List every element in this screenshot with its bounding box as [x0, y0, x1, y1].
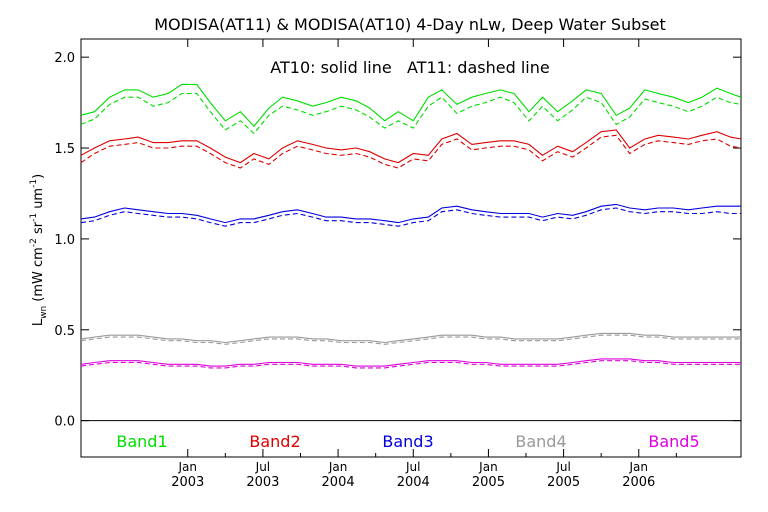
legend-band1: Band1: [116, 432, 167, 451]
chart-title: MODISA(AT11) & MODISA(AT10) 4-Day nLw, D…: [154, 15, 666, 34]
series-band5-at10: [80, 358, 741, 367]
series-band5-at11: [80, 360, 741, 369]
x-tick-month: Jul: [555, 460, 570, 474]
y-label-base: L: [31, 318, 46, 326]
y-label-um: um: [31, 188, 46, 213]
x-tick-year: 2006: [622, 475, 655, 490]
y-tick-label: 1.0: [54, 233, 75, 248]
x-tick-year: 2004: [322, 475, 355, 490]
x-tick-month: Jan: [478, 460, 498, 474]
x-axis: Jan2003Jul2003Jan2004Jul2004Jan2005Jul20…: [171, 39, 677, 490]
x-tick-year: 2003: [246, 475, 279, 490]
y-axis-label: Lwn (mW cm-2 sr-1 um-1): [29, 174, 49, 326]
x-tick-month: Jan: [177, 460, 197, 474]
y-label-close: ): [31, 174, 46, 179]
y-label-um-exp: -1: [29, 179, 39, 188]
series-band2-at11: [80, 134, 742, 169]
x-tick-year: 2005: [547, 475, 580, 490]
legend: Band1 Band2 Band3 Band4 Band5: [116, 432, 699, 451]
y-label-sub: wn: [39, 306, 49, 319]
y-label-units-text: (mW cm: [31, 247, 46, 302]
x-tick-month: Jan: [629, 460, 649, 474]
series-band1-at10: [80, 83, 742, 128]
legend-band5: Band5: [648, 432, 699, 451]
x-tick-year: 2005: [472, 475, 505, 490]
x-tick-year: 2004: [397, 475, 430, 490]
x-tick-month: Jul: [405, 460, 420, 474]
plot-border: [80, 38, 742, 458]
legend-band4: Band4: [515, 432, 566, 451]
legend-band3: Band3: [382, 432, 433, 451]
series-lines: [80, 83, 742, 369]
x-tick-month: Jan: [328, 460, 348, 474]
y-tick-label: 2.0: [54, 51, 75, 66]
series-band4-at10: [80, 332, 741, 344]
series-band3-at10: [80, 203, 741, 224]
x-tick-month: Jul: [255, 460, 270, 474]
line-style-annotation: AT10: solid line AT11: dashed line: [270, 58, 549, 77]
y-tick-label: 0.5: [54, 324, 75, 339]
legend-band2: Band2: [249, 432, 300, 451]
y-label-cm-exp: -2: [29, 238, 39, 247]
y-tick-label: 0.0: [54, 415, 75, 430]
y-tick-label: 1.5: [54, 142, 75, 157]
series-band3-at11: [80, 207, 741, 227]
svg-text:Lwn (mW cm-2 sr-1 um-1): Lwn (mW cm-2 sr-1 um-1): [29, 174, 49, 326]
x-tick-year: 2003: [171, 475, 204, 490]
series-band4-at11: [80, 334, 741, 345]
plot-frame: [80, 38, 742, 458]
series-band2-at10: [80, 129, 742, 164]
y-label-sr-exp: -1: [29, 213, 39, 222]
series-band1-at11: [80, 92, 742, 135]
y-axis: 0.0 0.5 1.0 1.5 2.0: [54, 51, 741, 430]
y-label-sr: sr: [31, 221, 46, 238]
